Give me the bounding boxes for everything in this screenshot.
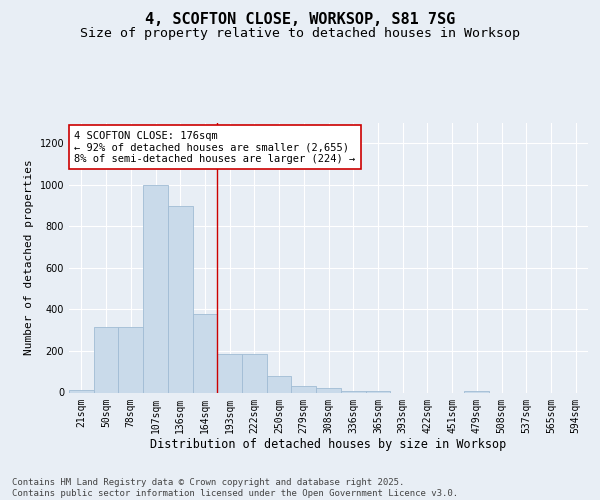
Bar bbox=[168, 206, 193, 392]
Bar bbox=[217, 354, 242, 393]
Text: 4, SCOFTON CLOSE, WORKSOP, S81 7SG: 4, SCOFTON CLOSE, WORKSOP, S81 7SG bbox=[145, 12, 455, 28]
Bar bbox=[242, 354, 267, 393]
Bar bbox=[118, 327, 143, 392]
Bar bbox=[193, 314, 217, 392]
Bar bbox=[316, 388, 341, 392]
Y-axis label: Number of detached properties: Number of detached properties bbox=[24, 160, 34, 356]
Bar bbox=[69, 390, 94, 392]
Bar bbox=[143, 185, 168, 392]
Text: Contains HM Land Registry data © Crown copyright and database right 2025.
Contai: Contains HM Land Registry data © Crown c… bbox=[12, 478, 458, 498]
Bar bbox=[267, 376, 292, 392]
Text: Size of property relative to detached houses in Worksop: Size of property relative to detached ho… bbox=[80, 28, 520, 40]
Text: 4 SCOFTON CLOSE: 176sqm
← 92% of detached houses are smaller (2,655)
8% of semi-: 4 SCOFTON CLOSE: 176sqm ← 92% of detache… bbox=[74, 130, 355, 164]
X-axis label: Distribution of detached houses by size in Worksop: Distribution of detached houses by size … bbox=[151, 438, 506, 451]
Bar bbox=[94, 327, 118, 392]
Bar bbox=[292, 386, 316, 392]
